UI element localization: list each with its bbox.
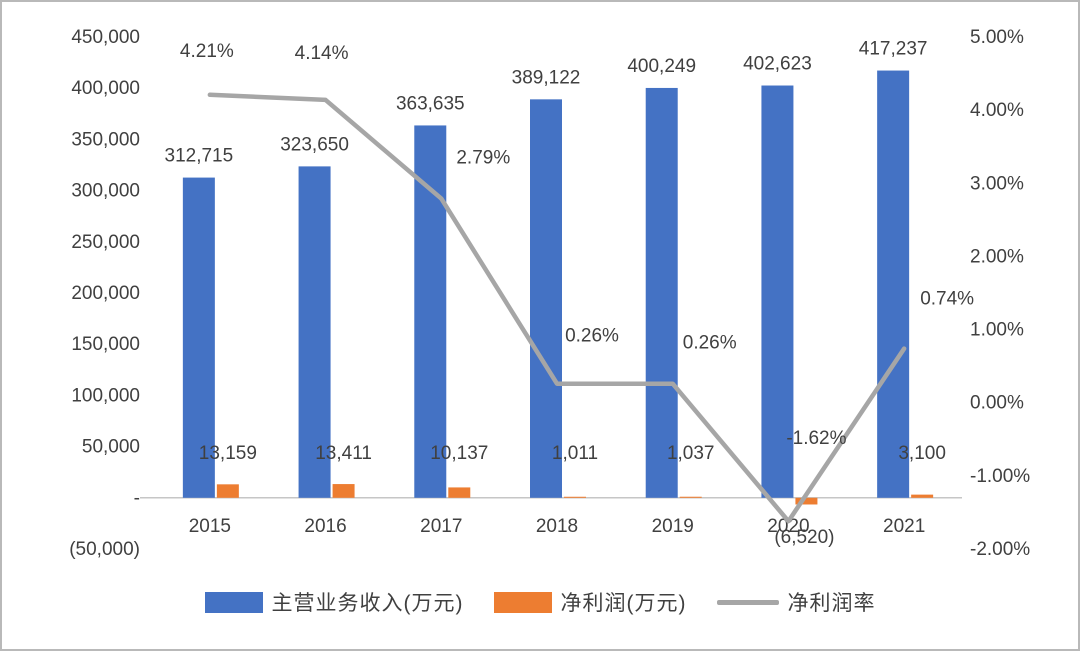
legend-item-main-revenue: 主营业务收入(万元) [204, 587, 464, 617]
right-axis-tick-label: 3.00% [970, 173, 1024, 194]
left-axis-tick-label: 150,000 [71, 334, 140, 355]
net-profit-value-label: 3,100 [898, 443, 946, 464]
chart-legend: 主营业务收入(万元) 净利润(万元) 净利润率 [2, 587, 1078, 617]
revenue-value-label: 400,249 [627, 56, 696, 77]
net-margin-value-label: 0.26% [683, 333, 737, 354]
revenue-bar [761, 85, 794, 498]
revenue-bar [645, 87, 678, 498]
right-axis-tick-label: -1.00% [970, 466, 1030, 487]
category-label: 2015 [189, 516, 231, 537]
right-axis-tick-label: 0.00% [970, 393, 1024, 414]
left-axis-tick-label: 100,000 [71, 385, 140, 406]
left-axis-tick-label: 50,000 [82, 437, 140, 458]
net-profit-bar [911, 494, 934, 498]
legend-item-net-margin: 净利润率 [716, 587, 876, 617]
net-profit-bar [679, 496, 702, 498]
net-profit-bar [332, 484, 355, 498]
revenue-value-label: 389,122 [512, 67, 581, 88]
revenue-value-label: 323,650 [280, 134, 349, 155]
net-margin-value-label: 2.79% [456, 148, 510, 169]
net-profit-legend-label: 净利润(万元) [560, 592, 687, 615]
left-axis-tick-label: 250,000 [71, 232, 140, 253]
category-label: 2020 [767, 516, 809, 537]
category-label: 2016 [304, 516, 346, 537]
net-profit-value-label: 1,037 [667, 443, 715, 464]
net-margin-value-label: 4.21% [180, 41, 234, 62]
net-profit-value-label: 13,411 [315, 443, 372, 464]
legend-item-net-profit: 净利润(万元) [493, 587, 687, 617]
net-margin-legend-label: 净利润率 [787, 592, 876, 615]
right-axis-tick-label: 5.00% [970, 27, 1024, 48]
revenue-legend-swatch [204, 591, 263, 613]
right-axis-tick-label: -2.00% [970, 539, 1030, 560]
left-axis-tick-label: (50,000) [69, 539, 140, 560]
revenue-bar [182, 177, 215, 498]
left-axis-tick-label: 200,000 [71, 283, 140, 304]
right-axis-tick-label: 2.00% [970, 246, 1024, 267]
net-margin-value-label: 4.14% [295, 43, 349, 64]
net-profit-value-label: (6,520) [774, 527, 834, 548]
combo-chart: 450,000 400,000 350,000 300,000 250,000 200,0… [69, 27, 1030, 560]
revenue-value-label: 417,237 [859, 39, 928, 60]
net-margin-value-label: 0.26% [565, 326, 619, 347]
revenue-value-label: 402,623 [743, 54, 812, 75]
left-axis-tick-label: - [134, 488, 140, 509]
category-label: 2018 [536, 516, 578, 537]
revenue-value-label: 363,635 [396, 93, 465, 114]
right-axis-tick-label: 1.00% [970, 320, 1024, 341]
left-axis-tick-label: 400,000 [71, 78, 140, 99]
revenue-value-label: 312,715 [165, 146, 234, 167]
category-label: 2017 [420, 516, 462, 537]
revenue-bar [877, 70, 910, 498]
net-margin-value-label: 0.74% [920, 289, 974, 310]
category-label: 2019 [652, 516, 694, 537]
net-profit-bar [216, 484, 239, 498]
net-margin-line [207, 92, 907, 524]
left-axis-tick-label: 450,000 [71, 27, 140, 48]
net-profit-bar [448, 487, 471, 498]
right-axis-tick-label: 4.00% [970, 100, 1024, 121]
net-profit-bar [795, 497, 818, 505]
revenue-legend-label: 主营业务收入(万元) [271, 592, 464, 615]
net-margin-value-label: -1.62% [786, 428, 846, 449]
revenue-bar [530, 99, 562, 498]
net-profit-value-label: 10,137 [430, 443, 488, 464]
left-axis-tick-label: 350,000 [71, 129, 140, 150]
left-axis-tick-label: 300,000 [71, 181, 140, 202]
net-profit-value-label: 13,159 [199, 443, 257, 464]
revenue-bar [298, 166, 331, 498]
net-profit-legend-swatch [493, 591, 552, 613]
category-label: 2021 [883, 516, 925, 537]
net-profit-bar [564, 496, 586, 498]
net-margin-legend-line [716, 599, 779, 605]
net-profit-value-label: 1,011 [552, 443, 598, 464]
